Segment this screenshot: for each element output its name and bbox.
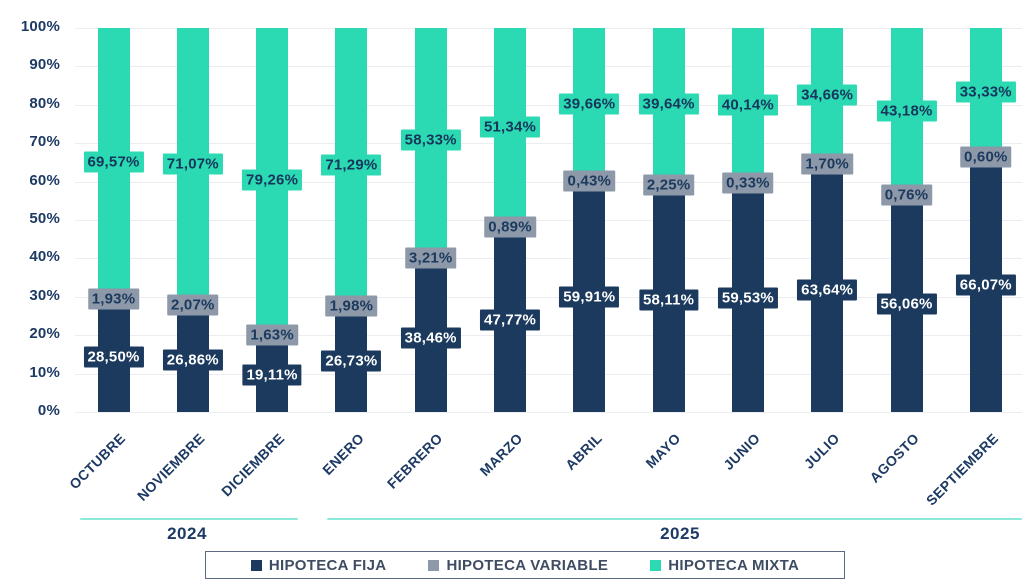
x-axis-label-abril: ABRIL bbox=[561, 430, 605, 473]
x-axis-label-julio: JULIO bbox=[800, 430, 843, 472]
x-axis-label-marzo: MARZO bbox=[476, 430, 526, 480]
bar-value-label: 28,50% bbox=[83, 346, 144, 368]
y-axis-tick-label: 0% bbox=[37, 402, 60, 419]
gridline bbox=[75, 28, 1022, 29]
gridline bbox=[75, 258, 1022, 260]
y-axis-tick-label: 10% bbox=[29, 363, 60, 381]
legend-item-hipoteca-fija: HIPOTECA FIJA bbox=[250, 556, 387, 574]
gridline bbox=[75, 181, 1022, 183]
bar-value-label: 56,06% bbox=[876, 293, 937, 315]
bar-value-label: 79,26% bbox=[242, 169, 303, 191]
x-axis-label-junio: JUNIO bbox=[720, 430, 764, 473]
bar-value-label: 1,98% bbox=[325, 295, 378, 317]
bar-value-label: 40,14% bbox=[717, 94, 778, 116]
y-axis-tick-label: 70% bbox=[29, 133, 60, 151]
bar-value-label: 39,66% bbox=[559, 93, 620, 115]
bar-value-label: 26,73% bbox=[321, 350, 382, 372]
gridline bbox=[75, 296, 1022, 298]
y-axis-tick-label: 100% bbox=[20, 18, 60, 35]
legend-item-label: HIPOTECA MIXTA bbox=[668, 556, 800, 574]
y-axis-tick-label: 20% bbox=[29, 325, 60, 343]
gridline bbox=[75, 220, 1022, 221]
bar-value-label: 26,86% bbox=[162, 349, 223, 371]
x-axis-label-agosto: AGOSTO bbox=[866, 430, 922, 486]
bar-value-label: 33,33% bbox=[955, 81, 1016, 103]
legend: HIPOTECA FIJA HIPOTECA VARIABLE HIPOTECA M… bbox=[205, 551, 845, 579]
bar-value-label: 1,93% bbox=[87, 288, 140, 310]
bar-value-label: 1,63% bbox=[246, 324, 298, 346]
bar-value-label: 59,91% bbox=[559, 286, 620, 308]
legend-swatch-icon bbox=[428, 559, 440, 571]
y-axis-tick-label: 40% bbox=[29, 248, 60, 266]
gridline bbox=[75, 143, 1022, 145]
bar-value-label: 51,34% bbox=[479, 116, 541, 138]
bar-value-label: 0,33% bbox=[722, 172, 774, 194]
bar-value-label: 43,18% bbox=[876, 100, 937, 122]
bar-value-label: 71,07% bbox=[162, 153, 223, 175]
year-label-2024: 2024 bbox=[167, 524, 207, 543]
legend-swatch-icon bbox=[650, 559, 662, 571]
year-label-2025: 2025 bbox=[660, 524, 700, 543]
bar-value-label: 39,64% bbox=[638, 93, 699, 115]
bar-value-label: 47,77% bbox=[479, 309, 541, 331]
x-axis-label-diciembre: DICIEMBRE bbox=[218, 430, 288, 500]
gridline bbox=[75, 66, 1022, 68]
legend-swatch-icon bbox=[250, 559, 262, 571]
legend-item-label: HIPOTECA FIJA bbox=[268, 556, 387, 574]
gridline bbox=[75, 335, 1022, 337]
y-axis-tick-label: 30% bbox=[29, 286, 60, 304]
bar-value-label: 0,89% bbox=[484, 216, 536, 238]
bar-value-label: 58,33% bbox=[400, 129, 461, 151]
bar-value-label: 0,60% bbox=[960, 146, 1012, 168]
x-axis-label-octubre: OCTUBRE bbox=[66, 430, 129, 493]
x-axis-label-septiembre: SEPTIEMBRE bbox=[922, 430, 1002, 509]
bar-value-label: 69,57% bbox=[83, 151, 144, 173]
bar-value-label: 3,21% bbox=[404, 247, 457, 269]
bar-value-label: 0,43% bbox=[563, 170, 616, 192]
year-divider-line bbox=[327, 518, 1022, 520]
bar-value-label: 0,76% bbox=[880, 184, 933, 206]
year-divider-line bbox=[80, 518, 298, 520]
x-axis-label-febrero: FEBRERO bbox=[384, 430, 447, 492]
y-axis-tick-label: 60% bbox=[29, 171, 60, 189]
bar-value-label: 2,07% bbox=[167, 294, 219, 316]
gridline bbox=[75, 373, 1022, 375]
gridline bbox=[75, 412, 1022, 413]
y-axis-tick-label: 90% bbox=[29, 56, 60, 74]
legend-item-hipoteca-mixta: HIPOTECA MIXTA bbox=[650, 557, 799, 574]
x-axis-label-mayo: MAYO bbox=[642, 430, 684, 472]
gridline bbox=[75, 104, 1022, 106]
bar-value-label: 2,25% bbox=[642, 174, 695, 196]
bar-value-label: 34,66% bbox=[797, 84, 858, 106]
bar-value-label: 63,64% bbox=[797, 279, 858, 301]
bar-value-label: 66,07% bbox=[955, 274, 1016, 296]
bar-value-label: 19,11% bbox=[242, 364, 302, 386]
bar-value-label: 59,53% bbox=[717, 287, 778, 309]
legend-item-hipoteca-variable: HIPOTECA VARIABLE bbox=[428, 557, 608, 574]
y-axis-tick-label: 50% bbox=[29, 210, 60, 227]
bar-value-label: 38,46% bbox=[400, 327, 461, 349]
legend-item-label: HIPOTECA VARIABLE bbox=[446, 556, 609, 574]
bar-value-label: 58,11% bbox=[638, 289, 699, 311]
x-axis-label-enero: ENERO bbox=[318, 430, 367, 478]
bar-value-label: 71,29% bbox=[321, 154, 382, 176]
x-axis-label-noviembre: NOVIEMBRE bbox=[134, 430, 209, 504]
bar-value-label: 1,70% bbox=[801, 153, 853, 175]
y-axis-tick-label: 80% bbox=[29, 94, 60, 112]
